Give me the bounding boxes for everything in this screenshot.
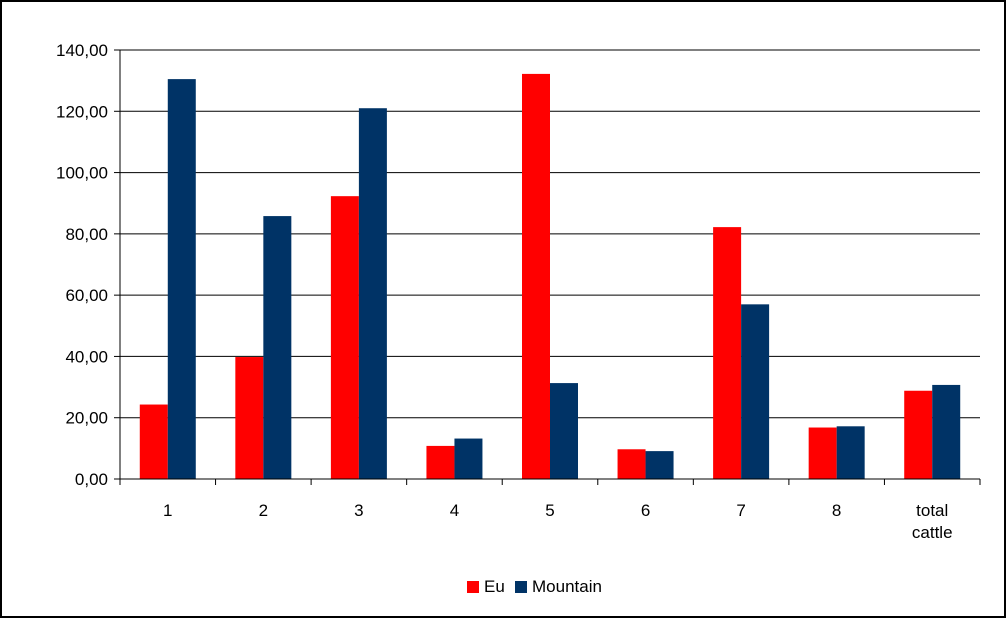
bar-eu [713,227,742,479]
y-tick-label: 20,00 [65,409,108,428]
y-tick-label: 140,00 [56,41,108,60]
bar-mountain [741,304,770,479]
x-tick-label: 5 [545,501,554,520]
bar-mountain [645,451,674,479]
bar-eu [139,404,168,479]
y-tick-label: 0,00 [75,470,108,489]
legend-label: Mountain [532,577,602,596]
x-tick-label: 7 [736,501,745,520]
bar-eu [904,390,933,479]
x-tick-label: 6 [641,501,650,520]
x-tick-label: 3 [354,501,363,520]
bar-mountain [454,438,483,479]
bar-eu [522,73,550,479]
legend-item-mountain: Mountain [515,577,602,596]
bar-mountain [358,108,387,479]
legend-swatch [515,581,527,593]
legend-label: Eu [484,577,505,596]
x-tick-label: 8 [832,501,841,520]
bar-mountain [263,216,292,479]
legend-swatch [467,581,479,593]
bar-mountain [550,383,578,479]
x-tick-label: total cattle [912,501,953,542]
bar-eu [617,449,646,479]
bar-mountain [932,384,961,479]
bar-mountain [167,79,196,479]
y-tick-label: 80,00 [65,225,108,244]
bar-eu [426,445,455,479]
bar-eu [330,196,359,479]
y-tick-label: 120,00 [56,102,108,121]
y-tick-label: 100,00 [56,164,108,183]
bar-mountain [836,426,865,479]
y-tick-label: 60,00 [65,286,108,305]
bar-eu [235,357,264,479]
bar-eu [808,427,837,479]
x-tick-label: 4 [450,501,459,520]
legend-item-eu: Eu [467,577,505,596]
x-tick-label: 1 [163,501,172,520]
x-tick-label: 2 [259,501,268,520]
y-tick-label: 40,00 [65,347,108,366]
